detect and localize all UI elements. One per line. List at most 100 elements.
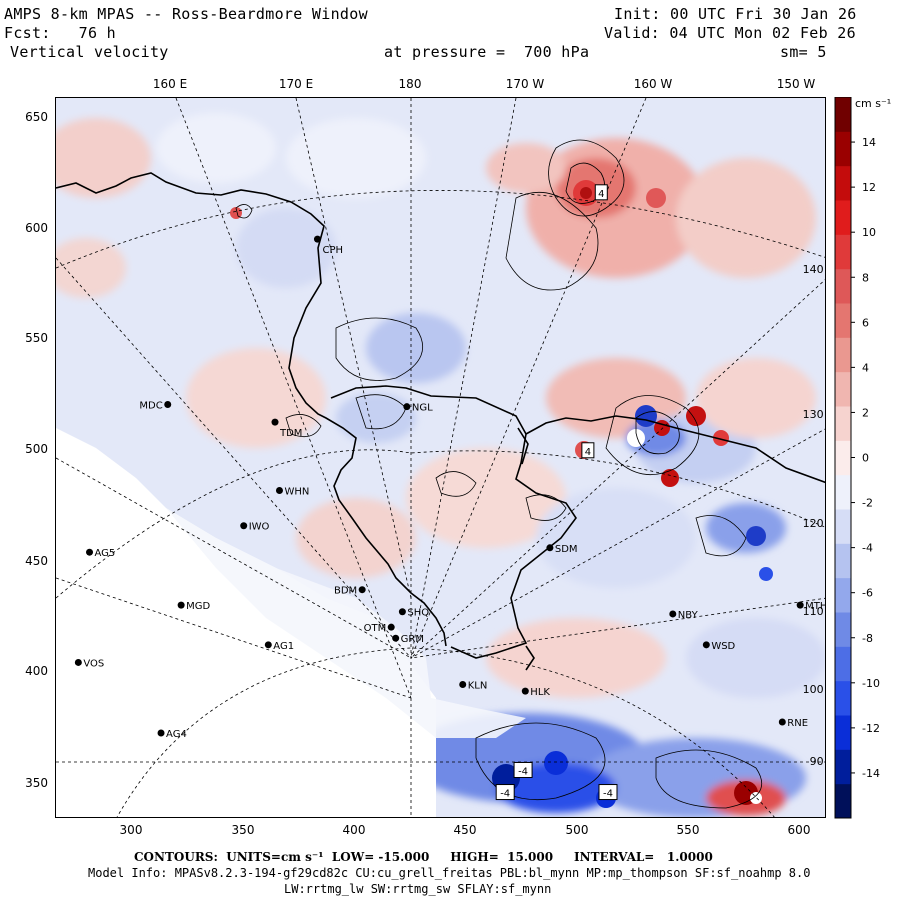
colorbar-band (835, 440, 851, 476)
colorbar-label: -10 (862, 677, 880, 690)
init-time: Init: 00 UTC Fri 30 Jan 26 (614, 5, 857, 23)
station-marker (702, 641, 710, 649)
colorbar: cm s⁻¹ 14 12 10 8 6 4 2 0 -2 -4 -6 -8 -10 -12 -14 (834, 97, 891, 819)
station-label: KLN (468, 681, 488, 692)
station-shq: SHQ (398, 608, 429, 619)
station-label: AG1 (273, 641, 294, 652)
model-info: Model Info: MPASv8.2.3-194-gf29cd82c CU:… (88, 866, 811, 880)
lon-label: 180 (399, 77, 422, 91)
station-marker (392, 634, 400, 642)
station-otm: OTM (364, 623, 395, 634)
y-axis: 650 600 550 500 450 400 350 (25, 110, 48, 790)
station-ag5: AG5 (86, 548, 115, 559)
colorbar-label: 10 (862, 226, 876, 239)
x-tick-label: 300 (120, 823, 143, 837)
station-hlk: HLK (521, 687, 550, 698)
x-tick-label: 600 (788, 823, 811, 837)
y-tick-label: 600 (25, 221, 48, 235)
station-label: MTH (805, 601, 826, 612)
station-label: OTM (364, 623, 387, 634)
contours-info: CONTOURS: UNITS=cm s⁻¹ LOW= -15.000 HIGH… (134, 850, 713, 864)
colorbar-band (835, 234, 851, 270)
colorbar-band (835, 371, 851, 407)
station-layer: CPH MDC TDM NGL WHN IWO AG5 SDM BDM MGD SHQ NBY OTM G… (74, 235, 826, 740)
colorbar-band (835, 646, 851, 682)
colorbar-label: 0 (862, 452, 869, 465)
y-tick-label: 400 (25, 664, 48, 678)
x-tick-label: 350 (232, 823, 255, 837)
station-label: IWO (249, 522, 270, 533)
colorbar-label: 8 (862, 271, 869, 284)
y-tick-label: 450 (25, 554, 48, 568)
station-label: CPH (322, 245, 343, 256)
station-marker (264, 641, 272, 649)
pressure-level: at pressure = 700 hPa (384, 43, 590, 61)
extremum-box: 4 (581, 442, 595, 459)
station-label: MGD (186, 601, 210, 612)
extremum-box: -4 (598, 784, 618, 801)
station-whn: WHN (275, 486, 309, 497)
station-marker (669, 610, 677, 618)
station-label: AG4 (166, 729, 187, 740)
station-label: VOS (83, 658, 104, 669)
colorbar-band (835, 680, 851, 716)
station-marker (398, 608, 406, 616)
colorbar-band (835, 337, 851, 373)
extremum-box: -4 (513, 761, 533, 778)
colorbar-band (835, 131, 851, 167)
colorbar-band (835, 612, 851, 647)
colorbar-band (835, 268, 851, 304)
station-label: MDC (139, 400, 162, 411)
map-title: AMPS 8-km MPAS -- Ross-Beardmore Window (4, 5, 368, 23)
station-wsd: WSD (702, 641, 736, 652)
station-label: WHN (284, 486, 309, 497)
colorbar-label: 6 (862, 316, 869, 329)
station-marker (86, 548, 94, 556)
colorbar-bands (835, 97, 851, 819)
extremum-frame (495, 784, 515, 801)
meridian-label: 90 W (810, 755, 826, 768)
station-mgd: MGD (177, 601, 211, 612)
extremum-box: -4 (495, 784, 515, 801)
colorbar-label: -8 (862, 632, 873, 645)
station-label: SHQ (407, 608, 429, 619)
lon-label: 160 E (153, 77, 187, 91)
station-label: WSD (711, 641, 735, 652)
colorbar-label: -14 (862, 767, 880, 780)
ice-shelf-edge (166, 508, 526, 738)
colorbar-band (835, 165, 851, 201)
extremum-frame (513, 761, 533, 778)
station-marker (796, 601, 804, 609)
colorbar-unit: cm s⁻¹ (855, 97, 891, 110)
station-marker (403, 403, 411, 411)
colorbar-band (835, 474, 851, 510)
colorbar-label: -12 (862, 722, 880, 735)
smoothing-value: sm= 5 (780, 43, 827, 61)
station-marker (521, 687, 529, 695)
y-tick-label: 500 (25, 442, 48, 456)
station-ag1: AG1 (264, 641, 294, 652)
station-marker (164, 400, 172, 408)
x-tick-label: 450 (454, 823, 477, 837)
forecast-hour: Fcst: 76 h (4, 24, 116, 42)
station-ag4: AG4 (157, 729, 187, 740)
station-cph: CPH (313, 235, 343, 256)
meridian-label: 120 W (803, 517, 826, 530)
colorbar-band (835, 509, 851, 544)
contour-lines (235, 139, 762, 809)
station-kln: KLN (459, 681, 487, 692)
colorbar-label: -4 (862, 542, 873, 555)
station-rne: RNE (778, 718, 808, 729)
map-canvas: CPH MDC TDM NGL WHN IWO AG5 SDM BDM MGD SHQ NBY OTM G… (56, 98, 826, 817)
colorbar-labels: 14 12 10 8 6 4 2 0 -2 -4 -6 -8 -10 -12 -14 (851, 136, 880, 780)
meridian-label: 140 W (803, 263, 826, 276)
station-tdm: TDM (271, 418, 302, 439)
extremum-value: -4 (518, 766, 528, 777)
meridian-label: 130 W (803, 408, 826, 421)
meridian-label: 100 W (803, 683, 826, 696)
station-label: AG5 (95, 548, 116, 559)
plateau-region (56, 428, 436, 817)
colorbar-label: -6 (862, 587, 873, 600)
station-ngl: NGL (403, 403, 433, 414)
station-sdm: SDM (546, 544, 578, 555)
